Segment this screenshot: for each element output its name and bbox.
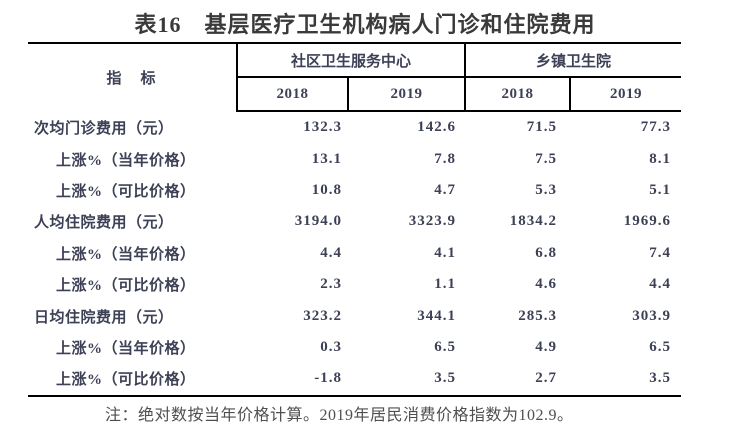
cell-value: 1834.2 bbox=[509, 213, 558, 230]
row-label: 人均住院费用（元） bbox=[34, 215, 174, 232]
cell-value: 7.5 bbox=[535, 150, 558, 167]
cell-value: 77.3 bbox=[640, 119, 672, 136]
cell-value: 4.6 bbox=[535, 276, 558, 293]
cell-value: 4.1 bbox=[434, 244, 457, 261]
row-label: 上涨%（当年价格） bbox=[56, 340, 196, 357]
cell-value: 5.3 bbox=[535, 181, 558, 198]
row-label: 上涨%（可比价格） bbox=[56, 278, 196, 295]
cell-value: 344.1 bbox=[417, 307, 457, 324]
table-row-outpatient-rise-comparable-price: 上涨%（可比价格） 10.8 4.7 5.3 5.1 bbox=[28, 175, 681, 206]
row-label: 次均门诊费用（元） bbox=[34, 120, 174, 137]
cell-value: 3194.0 bbox=[294, 213, 342, 230]
cell-value: 5.1 bbox=[649, 181, 672, 198]
cell-value: 142.6 bbox=[417, 119, 457, 136]
cell-value: 3.5 bbox=[649, 370, 672, 387]
cell-value: 6.5 bbox=[649, 338, 672, 355]
cell-value: 10.8 bbox=[311, 181, 342, 198]
table-row-inpatient-rise-current-price: 上涨%（当年价格） 4.4 4.1 6.8 7.4 bbox=[28, 238, 681, 269]
row-label: 上涨%（可比价格） bbox=[56, 372, 196, 389]
column-group-community-health-centers: 社区卫生服务中心 bbox=[237, 43, 467, 78]
cell-value: 7.4 bbox=[649, 244, 672, 261]
column-header-community-2019: 2019 bbox=[348, 77, 467, 112]
table-footnote: 注：绝对数按当年价格计算。2019年居民消费价格指数为102.9。 bbox=[105, 407, 574, 424]
cell-value: 6.8 bbox=[535, 244, 558, 261]
cell-value: 7.8 bbox=[434, 150, 457, 167]
table-row-per-capita-inpatient-fee: 人均住院费用（元） 3194.0 3323.9 1834.2 1969.6 bbox=[28, 206, 681, 237]
cell-value: 323.2 bbox=[303, 307, 342, 324]
year-header-row: 2018 2019 2018 2019 bbox=[28, 77, 682, 112]
column-header-township-2019: 2019 bbox=[570, 77, 682, 112]
cell-value: 303.9 bbox=[632, 307, 672, 324]
table-row-daily-rise-comparable-price: 上涨%（可比价格） -1.8 3.5 2.7 3.5 bbox=[28, 363, 681, 395]
column-header-indicator: 指 标 bbox=[28, 43, 238, 111]
row-label: 上涨%（当年价格） bbox=[56, 152, 196, 169]
row-label: 上涨%（当年价格） bbox=[56, 246, 196, 263]
table-row-daily-inpatient-fee: 日均住院费用（元） 323.2 344.1 285.3 303.9 bbox=[28, 300, 681, 331]
cell-value: 0.3 bbox=[320, 338, 342, 355]
table-header: 指 标 社区卫生服务中心 乡镇卫生院 2018 2019 2018 2019 bbox=[28, 43, 682, 112]
column-header-township-2018: 2018 bbox=[465, 77, 572, 112]
cell-value: 71.5 bbox=[526, 119, 558, 136]
cell-value: 4.4 bbox=[320, 244, 342, 261]
table-row-inpatient-rise-comparable-price: 上涨%（可比价格） 2.3 1.1 4.6 4.4 bbox=[28, 269, 681, 300]
cell-value: 4.4 bbox=[649, 276, 672, 293]
page-title: 表16 基层医疗卫生机构病人门诊和住院费用 bbox=[134, 12, 596, 37]
cell-value: -1.8 bbox=[314, 370, 342, 387]
cell-value: 8.1 bbox=[649, 150, 672, 167]
table-row-daily-rise-current-price: 上涨%（当年价格） 0.3 6.5 4.9 6.5 bbox=[28, 332, 681, 363]
outpatient-inpatient-expense-table: 指 标 社区卫生服务中心 乡镇卫生院 2018 2019 2018 2019 次… bbox=[28, 42, 682, 397]
table-row-avg-outpatient-fee: 次均门诊费用（元） 132.3 142.6 71.5 77.3 bbox=[28, 111, 681, 143]
cell-value: 6.5 bbox=[434, 338, 457, 355]
row-label: 上涨%（可比价格） bbox=[56, 183, 196, 200]
group-header-row: 指 标 社区卫生服务中心 乡镇卫生院 bbox=[28, 43, 682, 111]
cell-value: 1.1 bbox=[434, 276, 457, 293]
cell-value: 1969.6 bbox=[623, 213, 672, 230]
row-label: 日均住院费用（元） bbox=[34, 309, 174, 326]
cell-value: 2.7 bbox=[535, 370, 558, 387]
cell-value: 3.5 bbox=[434, 370, 457, 387]
cell-value: 2.3 bbox=[320, 276, 342, 293]
table-body: 次均门诊费用（元） 132.3 142.6 71.5 77.3 上涨%（当年价格… bbox=[28, 111, 681, 396]
table-row-outpatient-rise-current-price: 上涨%（当年价格） 13.1 7.8 7.5 8.1 bbox=[28, 143, 681, 174]
cell-value: 132.3 bbox=[303, 119, 342, 136]
cell-value: 285.3 bbox=[518, 307, 558, 324]
cell-value: 13.1 bbox=[311, 150, 342, 167]
column-header-community-2018: 2018 bbox=[237, 77, 349, 112]
cell-value: 4.7 bbox=[434, 181, 457, 198]
cell-value: 4.9 bbox=[535, 338, 558, 355]
column-group-township-health-centers: 乡镇卫生院 bbox=[465, 43, 682, 78]
cell-value: 3323.9 bbox=[408, 213, 457, 230]
